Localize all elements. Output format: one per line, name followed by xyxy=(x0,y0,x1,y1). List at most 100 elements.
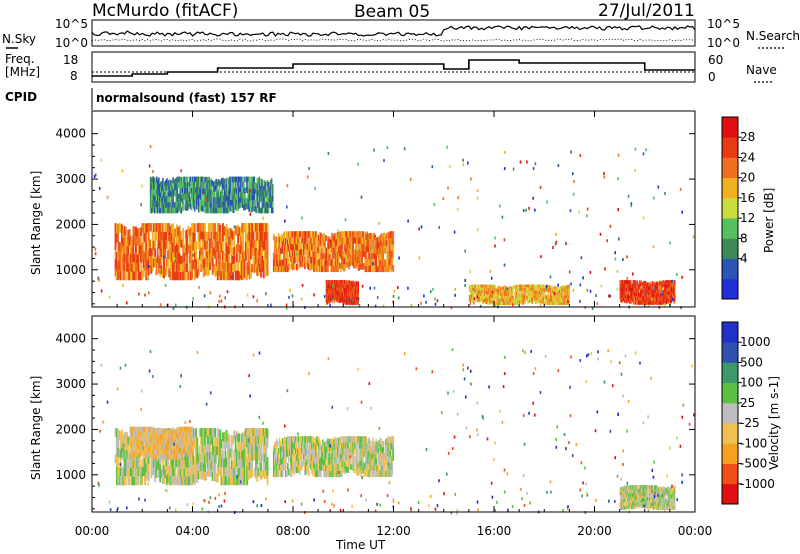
data-cell xyxy=(184,457,187,467)
data-cell xyxy=(298,231,300,238)
data-cell xyxy=(307,454,309,461)
data-cell xyxy=(383,239,386,246)
data-cell xyxy=(551,299,553,302)
data-cell xyxy=(158,461,160,470)
data-cell xyxy=(487,287,489,292)
data-cell xyxy=(493,294,495,298)
data-cell xyxy=(257,468,260,476)
data-cell xyxy=(248,428,251,437)
data-cell xyxy=(642,300,644,305)
data-cell xyxy=(210,256,213,265)
data-cell xyxy=(623,290,625,294)
data-cell xyxy=(384,266,387,273)
data-point xyxy=(490,276,493,280)
data-cell xyxy=(279,452,282,459)
data-cell xyxy=(251,468,254,477)
data-cell xyxy=(306,231,308,238)
data-point xyxy=(632,272,634,276)
data-cell xyxy=(274,236,277,243)
data-cell xyxy=(184,263,187,272)
data-cell xyxy=(523,297,525,301)
data-cell xyxy=(315,258,317,265)
data-cell xyxy=(485,287,488,292)
data-cell xyxy=(245,176,247,182)
data-cell xyxy=(160,197,162,203)
colorbar-swatch xyxy=(722,218,738,239)
data-cell xyxy=(539,297,541,301)
data-cell xyxy=(337,294,338,298)
data-point xyxy=(374,304,377,308)
data-cell xyxy=(293,442,295,449)
data-cell xyxy=(281,247,284,254)
data-cell xyxy=(389,256,392,264)
data-cell xyxy=(356,286,358,291)
data-cell xyxy=(510,286,513,290)
data-cell xyxy=(205,188,207,195)
data-cell xyxy=(564,295,566,299)
data-cell xyxy=(664,292,666,297)
data-cell xyxy=(498,301,500,305)
data-cell xyxy=(632,291,634,295)
data-cell xyxy=(503,290,505,293)
data-cell xyxy=(339,250,341,257)
data-cell xyxy=(522,301,524,305)
data-cell xyxy=(253,452,256,461)
data-cell xyxy=(161,197,163,203)
data-cell xyxy=(198,176,200,183)
data-cell xyxy=(331,239,333,246)
data-cell xyxy=(250,428,252,437)
data-point xyxy=(121,169,124,173)
data-cell xyxy=(490,297,493,301)
data-cell xyxy=(210,231,213,240)
data-cell xyxy=(192,181,195,188)
colorbar-swatch xyxy=(722,238,738,259)
data-point xyxy=(526,286,528,290)
data-cell xyxy=(551,289,554,293)
data-cell xyxy=(336,238,338,246)
data-cell xyxy=(560,289,562,293)
data-cell xyxy=(530,290,533,294)
data-cell xyxy=(196,455,199,465)
data-cell xyxy=(330,290,332,294)
data-cell xyxy=(211,231,214,241)
data-cell xyxy=(566,301,569,305)
data-cell xyxy=(170,467,173,477)
data-cell xyxy=(127,230,130,239)
data-cell xyxy=(655,301,657,305)
data-cell xyxy=(316,265,318,273)
data-cell xyxy=(235,449,238,459)
data-cell xyxy=(496,301,498,305)
data-cell xyxy=(188,254,191,264)
data-cell xyxy=(188,186,191,192)
data-cell xyxy=(206,436,209,445)
data-cell xyxy=(210,461,213,470)
data-cell xyxy=(206,428,209,437)
data-cell xyxy=(211,191,213,197)
data-cell xyxy=(169,253,172,263)
data-cell xyxy=(216,437,219,447)
data-cell xyxy=(182,254,185,263)
data-cell xyxy=(131,247,134,256)
data-cell xyxy=(221,232,224,242)
data-cell xyxy=(258,255,261,264)
data-cell xyxy=(179,477,182,486)
data-cell xyxy=(223,207,226,214)
data-cell xyxy=(342,294,343,299)
data-cell xyxy=(220,457,223,467)
cpid-label: CPID xyxy=(5,90,37,104)
data-cell xyxy=(219,197,222,203)
data-cell xyxy=(182,176,185,183)
data-cell xyxy=(530,299,532,303)
data-cell xyxy=(118,448,121,458)
colorbar-tick-label: 8 xyxy=(740,231,748,245)
data-cell xyxy=(520,300,523,304)
data-cell xyxy=(265,223,268,232)
data-cell xyxy=(284,251,286,259)
data-cell xyxy=(232,477,234,486)
data-cell xyxy=(225,429,228,440)
data-cell xyxy=(238,450,241,460)
data-cell xyxy=(309,244,311,252)
data-cell xyxy=(186,204,189,211)
data-point xyxy=(106,195,109,199)
data-cell xyxy=(519,294,521,298)
